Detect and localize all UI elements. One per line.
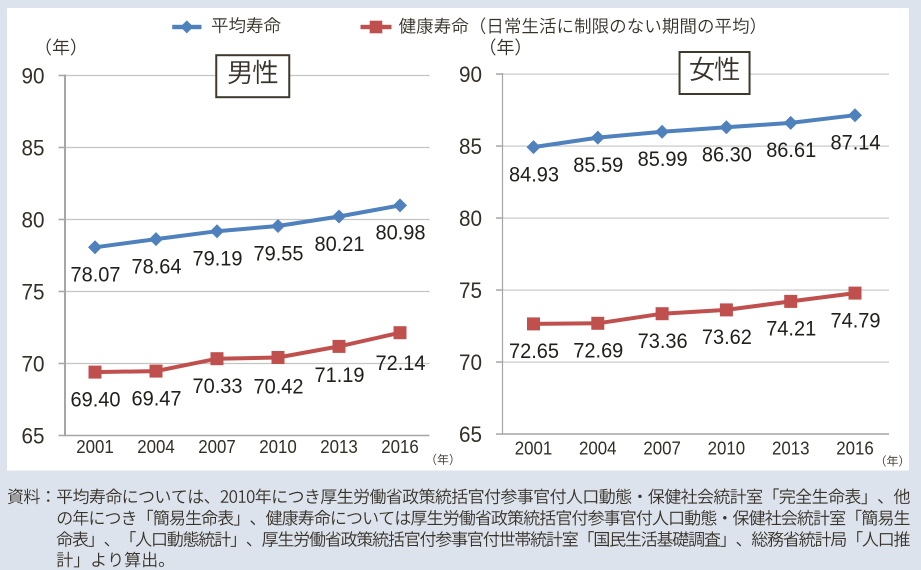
svg-text:74.79: 74.79	[831, 308, 881, 332]
svg-text:2004: 2004	[137, 436, 175, 457]
svg-text:74.21: 74.21	[766, 317, 816, 341]
svg-text:2013: 2013	[320, 436, 358, 457]
svg-text:80: 80	[22, 207, 45, 232]
svg-text:87.14: 87.14	[831, 131, 881, 155]
svg-text:72.14: 72.14	[376, 351, 426, 375]
svg-text:90: 90	[459, 62, 482, 87]
svg-text:73.62: 73.62	[702, 325, 752, 349]
svg-text:2016: 2016	[836, 438, 874, 459]
svg-text:2013: 2013	[772, 438, 810, 459]
svg-text:78.64: 78.64	[132, 254, 182, 278]
svg-text:75: 75	[22, 279, 45, 304]
svg-text:85: 85	[459, 134, 482, 159]
svg-text:71.19: 71.19	[315, 363, 365, 387]
svg-text:70: 70	[459, 350, 482, 375]
svg-text:79.19: 79.19	[193, 247, 243, 271]
svg-text:79.55: 79.55	[254, 241, 304, 265]
svg-text:2010: 2010	[259, 436, 297, 457]
svg-text:70: 70	[22, 351, 45, 376]
svg-text:73.36: 73.36	[638, 329, 688, 353]
svg-text:80.98: 80.98	[376, 221, 426, 245]
svg-text:2007: 2007	[643, 438, 681, 459]
svg-text:85.59: 85.59	[573, 153, 623, 177]
svg-text:70.33: 70.33	[193, 374, 243, 398]
svg-text:2007: 2007	[198, 436, 236, 457]
svg-text:69.40: 69.40	[71, 387, 121, 411]
svg-text:69.47: 69.47	[132, 386, 182, 410]
svg-text:86.61: 86.61	[766, 138, 816, 162]
svg-text:75: 75	[459, 278, 482, 303]
svg-text:2001: 2001	[76, 436, 114, 457]
svg-text:90: 90	[22, 63, 45, 88]
svg-text:2010: 2010	[708, 438, 746, 459]
svg-text:85: 85	[22, 135, 45, 160]
svg-text:65: 65	[22, 423, 45, 448]
svg-text:78.07: 78.07	[71, 263, 121, 287]
svg-text:85.99: 85.99	[638, 147, 688, 171]
svg-text:84.93: 84.93	[509, 162, 559, 186]
svg-text:72.69: 72.69	[573, 339, 623, 363]
svg-text:2001: 2001	[515, 438, 553, 459]
svg-text:70.42: 70.42	[254, 374, 304, 398]
svg-text:65: 65	[459, 422, 482, 447]
svg-text:80.21: 80.21	[315, 232, 365, 256]
svg-text:80: 80	[459, 206, 482, 231]
svg-text:2016: 2016	[381, 436, 419, 457]
svg-text:72.65: 72.65	[509, 339, 559, 363]
svg-text:86.30: 86.30	[702, 143, 752, 167]
svg-text:2004: 2004	[579, 438, 617, 459]
